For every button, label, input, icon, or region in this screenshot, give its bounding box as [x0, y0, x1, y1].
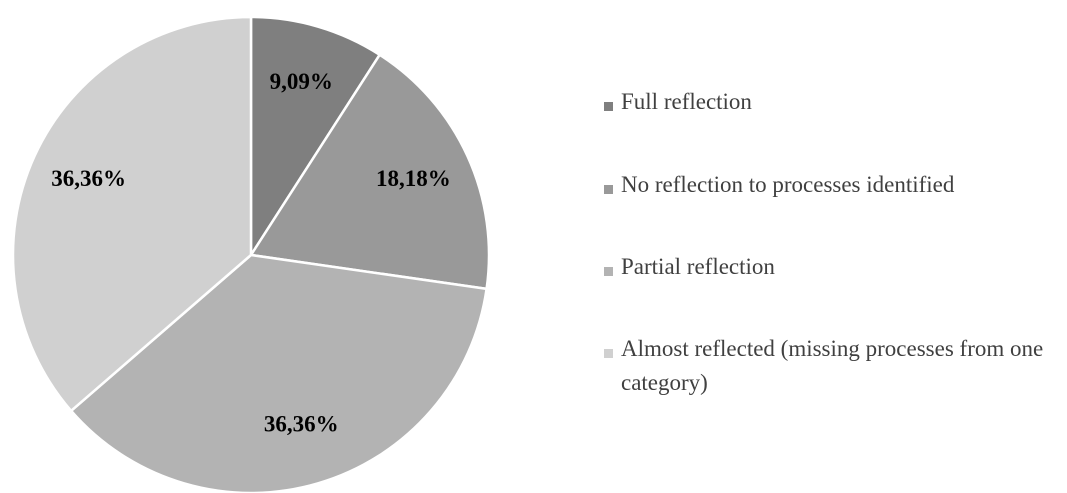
legend-label: Almost reflected (missing processes from… [621, 336, 1044, 395]
pie-slice [248, 53, 491, 291]
legend-swatch [604, 267, 613, 276]
legend-swatch [604, 349, 613, 358]
legend-label: Partial reflection [621, 254, 775, 279]
legend-item: No reflection to processes identified [604, 172, 1064, 202]
data-label: 18,18% [376, 166, 451, 191]
legend-swatch [604, 185, 613, 194]
pie-slice [11, 15, 253, 413]
legend-label: Full reflection [621, 89, 752, 114]
pie-slice [249, 15, 382, 260]
legend-item: Full reflection [604, 89, 1064, 119]
legend-swatch [604, 102, 613, 111]
data-label: 36,36% [51, 166, 126, 191]
legend-item: Almost reflected (missing processes from… [604, 336, 1064, 400]
data-label: 36,36% [264, 412, 339, 437]
data-label: 9,09% [270, 69, 333, 94]
legend-item: Partial reflection [604, 254, 1064, 284]
legend-label: No reflection to processes identified [621, 172, 955, 197]
pie-slice [69, 253, 488, 493]
